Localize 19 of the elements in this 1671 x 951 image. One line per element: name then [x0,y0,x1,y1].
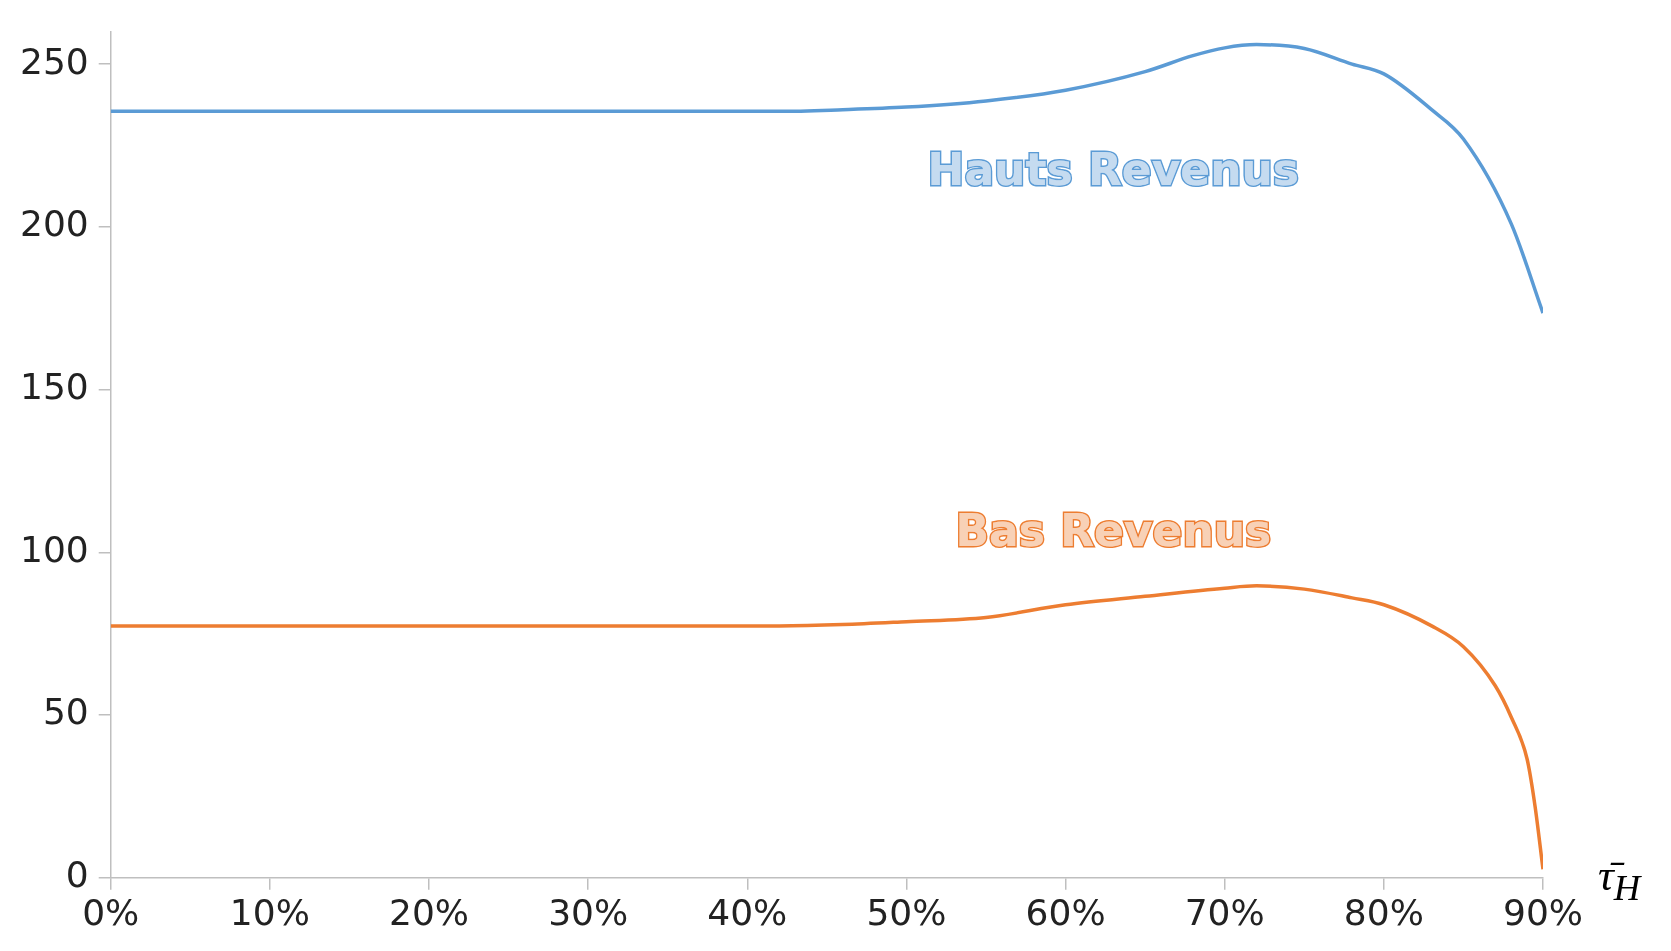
y-tick-label: 150 [19,365,89,407]
x-tick-label: 30% [548,891,629,933]
y-tick-label: 100 [19,528,89,570]
x-tick-label: 70% [1184,891,1265,933]
y-tick-label: 200 [19,203,89,245]
x-tick-label: 80% [1343,891,1424,933]
line-series [110,42,1543,315]
series-label: Bas Revenus [955,505,1272,557]
line-series [110,584,1543,872]
x-tick-label: 90% [1502,891,1584,933]
x-axis-title: τ̄$_{H}$ [1598,850,1641,909]
x-tick-label: 20% [388,891,470,933]
x-tick-label: 40% [707,891,788,933]
y-tick-label: 250 [19,40,89,82]
y-tick-label: 50 [42,691,89,733]
x-tick-label: 10% [229,891,310,933]
x-tick-label: 60% [1025,891,1106,933]
x-tick-label: 50% [866,891,947,933]
series-label: Hauts Revenus [927,144,1300,196]
